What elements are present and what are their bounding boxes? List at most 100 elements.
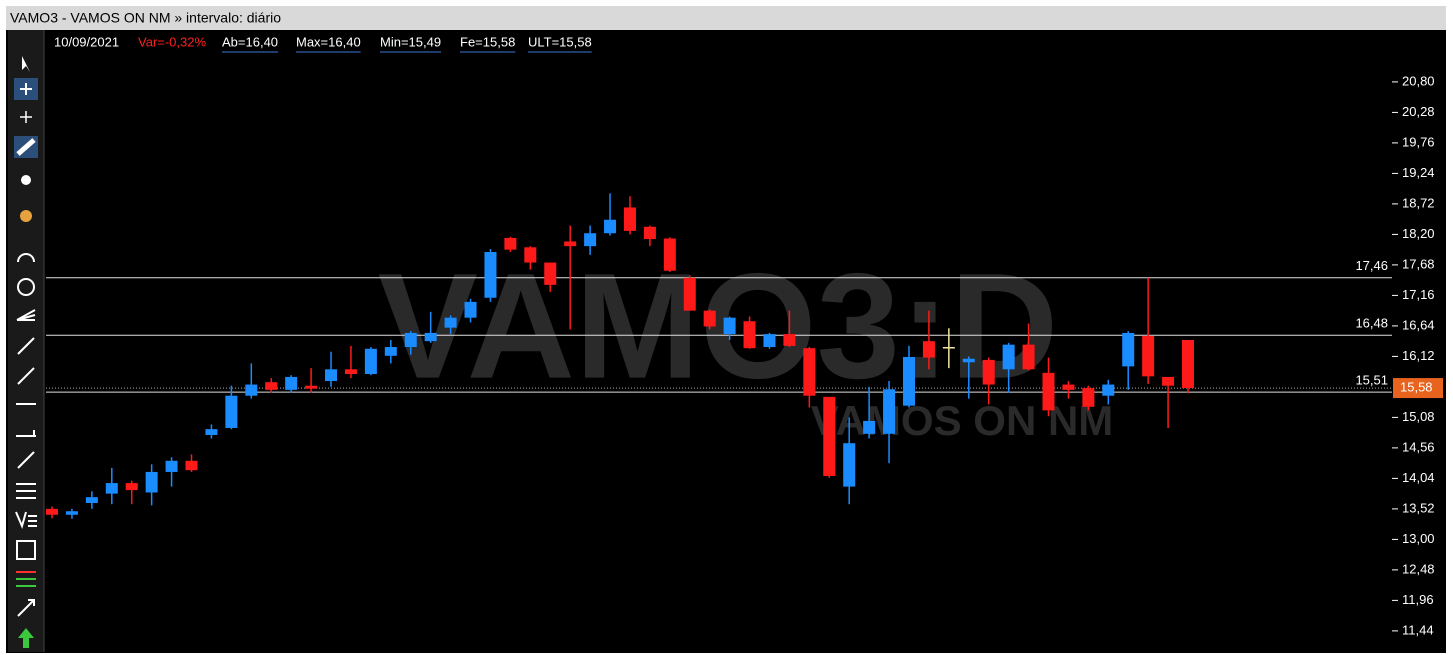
candle-body bbox=[524, 247, 537, 263]
candle-body bbox=[823, 396, 836, 477]
candle-body bbox=[165, 460, 178, 472]
candle-body bbox=[1082, 388, 1095, 407]
candle-body bbox=[922, 341, 935, 358]
rect-tool[interactable] bbox=[16, 540, 36, 560]
candle-body bbox=[325, 369, 338, 382]
candle-body bbox=[205, 429, 218, 435]
candle-body bbox=[783, 334, 796, 346]
up-arrow-tool[interactable] bbox=[18, 628, 34, 648]
info-item: Min=15,49 bbox=[380, 34, 441, 49]
y-tick-label: 19,76 bbox=[1402, 134, 1435, 149]
list-tool[interactable] bbox=[15, 511, 37, 529]
candle-body bbox=[763, 334, 776, 348]
y-tick-label: 14,56 bbox=[1402, 439, 1435, 454]
line-tool[interactable] bbox=[17, 337, 35, 355]
toolbar-icons bbox=[14, 56, 38, 648]
info-var: Var=-0,32% bbox=[138, 34, 206, 49]
candle-body bbox=[185, 460, 198, 471]
y-tick-label: 17,68 bbox=[1402, 256, 1435, 271]
candle-body bbox=[265, 382, 278, 390]
window-title: VAMO3 - VAMOS ON NM » intervalo: diário bbox=[10, 10, 281, 26]
candle-body bbox=[424, 332, 437, 342]
candle-body bbox=[464, 301, 477, 318]
candle-body bbox=[145, 471, 158, 493]
candle-body bbox=[643, 226, 656, 240]
hand-tool[interactable] bbox=[21, 175, 31, 185]
circle-tool[interactable] bbox=[17, 278, 35, 296]
channel-tool[interactable] bbox=[17, 451, 35, 469]
candle-body bbox=[225, 395, 238, 428]
level-label: 17,46 bbox=[1355, 258, 1388, 273]
candle-body bbox=[404, 332, 417, 348]
candle-body bbox=[723, 317, 736, 335]
ruler-icon bbox=[16, 138, 36, 156]
y-tick-label: 19,24 bbox=[1402, 165, 1435, 180]
ray-tool[interactable] bbox=[17, 367, 35, 385]
candle-body bbox=[623, 207, 636, 231]
palette-tool[interactable] bbox=[20, 210, 32, 222]
y-tick-label: 18,20 bbox=[1402, 226, 1435, 241]
y-tick-label: 20,80 bbox=[1402, 73, 1435, 88]
candle-body bbox=[1002, 344, 1015, 370]
y-tick-label: 11,96 bbox=[1402, 592, 1434, 607]
pointer-tool[interactable] bbox=[22, 56, 30, 72]
candle-body bbox=[285, 376, 298, 390]
candle-body bbox=[245, 384, 258, 396]
candle-body bbox=[344, 369, 357, 374]
hline-right-tool[interactable] bbox=[16, 430, 36, 437]
watermark-sub: VAMOS ON NM bbox=[811, 397, 1114, 444]
y-tick-label: 20,28 bbox=[1402, 104, 1435, 119]
toolbar bbox=[8, 30, 44, 652]
info-item: Fe=15,58 bbox=[460, 34, 515, 49]
arrow-tool[interactable] bbox=[17, 599, 35, 617]
candle-body bbox=[305, 385, 318, 389]
candle-body bbox=[484, 252, 497, 298]
y-tick-label: 16,12 bbox=[1402, 348, 1435, 363]
title-bar bbox=[6, 6, 1446, 30]
fibo-arc-tool[interactable] bbox=[17, 253, 35, 263]
info-date: 10/09/2021 bbox=[54, 34, 119, 49]
fan-tool[interactable] bbox=[16, 309, 36, 321]
candle-body bbox=[105, 483, 118, 494]
candle-body bbox=[1042, 372, 1055, 411]
y-tick-label: 14,04 bbox=[1402, 470, 1435, 485]
candle-body bbox=[544, 262, 557, 285]
candle-body bbox=[902, 356, 915, 406]
candle-body bbox=[663, 238, 676, 271]
info-items: Ab=16,40 Max=16,40 Min=15,49 Fe=15,58 ULT=15… bbox=[222, 34, 592, 53]
candle-body bbox=[982, 359, 995, 385]
candle-body bbox=[364, 348, 377, 374]
y-tick-label: 13,00 bbox=[1402, 531, 1435, 546]
candle-body bbox=[1122, 332, 1135, 367]
candle-body bbox=[1022, 344, 1035, 370]
y-tick-label: 17,16 bbox=[1402, 287, 1435, 302]
level-label: 15,51 bbox=[1355, 373, 1388, 388]
bands-tool-2 bbox=[16, 578, 36, 587]
candle-body bbox=[584, 233, 597, 247]
candle-body bbox=[843, 443, 856, 487]
candle-body bbox=[1102, 384, 1115, 396]
y-tick-label: 16,64 bbox=[1402, 317, 1435, 332]
candle-body bbox=[863, 420, 876, 434]
y-tick-label: 12,48 bbox=[1402, 561, 1435, 576]
info-item: Ab=16,40 bbox=[222, 34, 278, 49]
candle-body bbox=[1182, 339, 1195, 389]
y-tick-label: 13,52 bbox=[1402, 500, 1435, 515]
candle-body bbox=[1162, 376, 1175, 386]
candle-body bbox=[384, 347, 397, 356]
candle-body bbox=[85, 497, 98, 504]
last-price-tag bbox=[1393, 378, 1443, 399]
plus-tool[interactable] bbox=[20, 111, 32, 123]
candle-body bbox=[1062, 384, 1075, 390]
candle-body bbox=[803, 348, 816, 396]
candle-body bbox=[444, 317, 457, 328]
last-price-label: 15,58 bbox=[1400, 380, 1433, 395]
y-tick-label: 11,44 bbox=[1402, 622, 1434, 637]
lines-tool[interactable] bbox=[16, 483, 36, 499]
y-tick-label: 15,08 bbox=[1402, 409, 1435, 424]
candle-body bbox=[504, 237, 517, 250]
candle-body bbox=[1142, 335, 1155, 377]
level-label: 16,48 bbox=[1355, 316, 1388, 331]
